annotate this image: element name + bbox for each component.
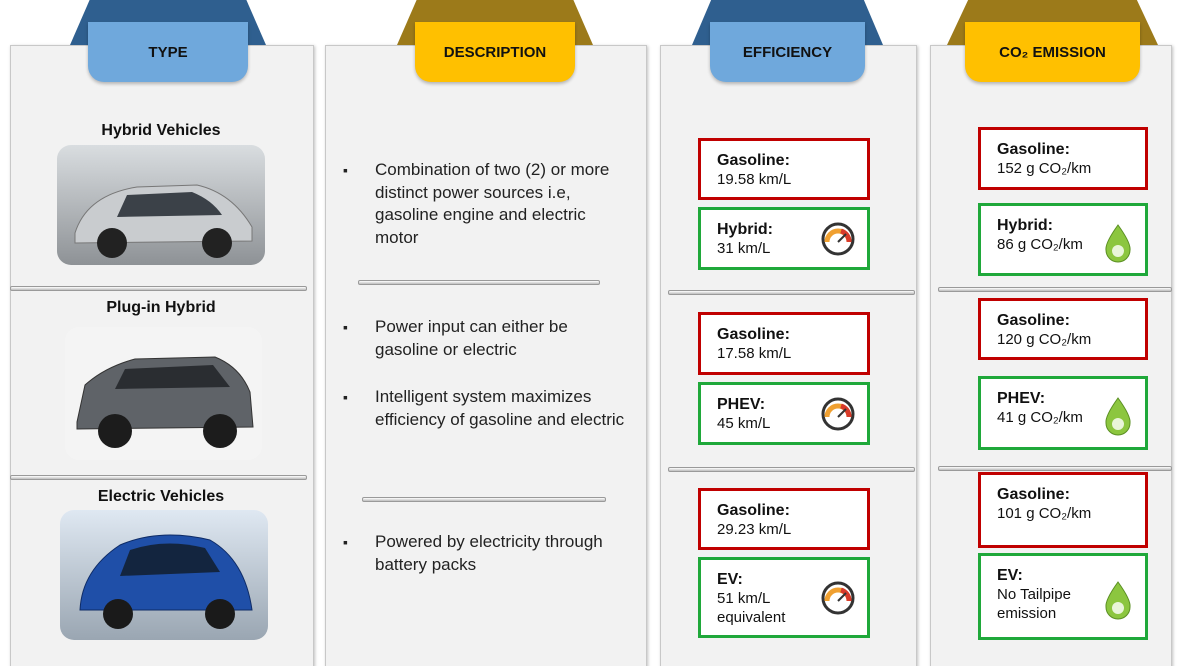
efficiency-box: Hybrid: 31 km/L	[698, 207, 870, 270]
description-bullet: Power input can either be gasoline or el…	[343, 316, 630, 361]
box-value: 152 g CO₂/km	[997, 160, 1092, 177]
box-label: EV:	[717, 571, 743, 588]
box-value: 19.58 km/L	[717, 171, 792, 188]
efficiency-box: Gasoline: 29.23 km/L	[698, 488, 870, 550]
box-value: 17.58 km/L	[717, 345, 792, 362]
efficiency-box: Gasoline: 19.58 km/L	[698, 138, 870, 200]
box-value: 41 g CO₂/km	[997, 409, 1083, 426]
box-label: Hybrid:	[717, 221, 773, 238]
header-tab: EFFICIENCY	[710, 22, 865, 82]
plug-in-hybrid-car-photo	[65, 327, 262, 460]
efficiency-box: Gasoline: 17.58 km/L	[698, 312, 870, 375]
emission-box: Hybrid: 86 g CO₂/km	[978, 203, 1148, 276]
box-label: PHEV:	[717, 396, 766, 413]
box-label: Gasoline:	[717, 502, 790, 519]
box-value: 45 km/L	[717, 415, 771, 432]
type-label: Plug-in Hybrid	[106, 299, 216, 316]
box-value: 101 g CO₂/km	[997, 505, 1092, 522]
gauge-icon	[821, 581, 855, 620]
efficiency-box: PHEV: 45 km/L	[698, 382, 870, 445]
type-label: Hybrid Vehicles	[101, 122, 221, 139]
separator	[938, 466, 1172, 471]
separator	[938, 287, 1172, 292]
separator	[668, 467, 915, 472]
leaf-drop-icon	[1103, 580, 1133, 625]
box-label: Gasoline:	[717, 326, 790, 343]
separator	[362, 497, 606, 502]
box-value: 51 km/L	[717, 590, 771, 607]
box-label: Gasoline:	[717, 152, 790, 169]
efficiency-box: EV: 51 km/L equivalent	[698, 557, 870, 638]
description-bullet: Intelligent system maximizes efficiency …	[343, 386, 630, 431]
box-value: 86 g CO₂/km	[997, 236, 1083, 253]
box-value: emission	[997, 605, 1057, 622]
separator	[10, 286, 307, 291]
emission-box: PHEV: 41 g CO₂/km	[978, 376, 1148, 450]
description-bullet: Powered by electricity through battery p…	[343, 531, 630, 576]
emission-box: EV: No Tailpipe emission	[978, 553, 1148, 640]
box-label: EV:	[997, 567, 1023, 584]
separator	[358, 280, 600, 285]
gauge-icon	[821, 222, 855, 261]
header-tab: CO₂ EMISSION	[965, 22, 1140, 82]
box-label: PHEV:	[997, 390, 1046, 407]
hybrid-car-photo	[57, 145, 265, 265]
electric-car-photo	[60, 510, 268, 640]
box-label: Gasoline:	[997, 141, 1070, 158]
leaf-drop-icon	[1103, 223, 1133, 268]
header-tab: DESCRIPTION	[415, 22, 575, 82]
box-label: Gasoline:	[997, 486, 1070, 503]
gauge-icon	[821, 397, 855, 436]
description-bullet: Combination of two (2) or more distinct …	[343, 159, 630, 249]
box-value: 120 g CO₂/km	[997, 331, 1092, 348]
separator	[668, 290, 915, 295]
type-label: Electric Vehicles	[97, 488, 225, 505]
box-value: No Tailpipe	[997, 586, 1071, 603]
emission-box: Gasoline: 101 g CO₂/km	[978, 472, 1148, 548]
header-tab: TYPE	[88, 22, 248, 82]
box-label: Hybrid:	[997, 217, 1053, 234]
box-label: Gasoline:	[997, 312, 1070, 329]
box-value: 29.23 km/L	[717, 521, 792, 538]
separator	[10, 475, 307, 480]
emission-box: Gasoline: 152 g CO₂/km	[978, 127, 1148, 190]
box-value: 31 km/L	[717, 240, 771, 257]
emission-box: Gasoline: 120 g CO₂/km	[978, 298, 1148, 360]
box-value: equivalent	[717, 609, 786, 626]
leaf-drop-icon	[1103, 396, 1133, 441]
